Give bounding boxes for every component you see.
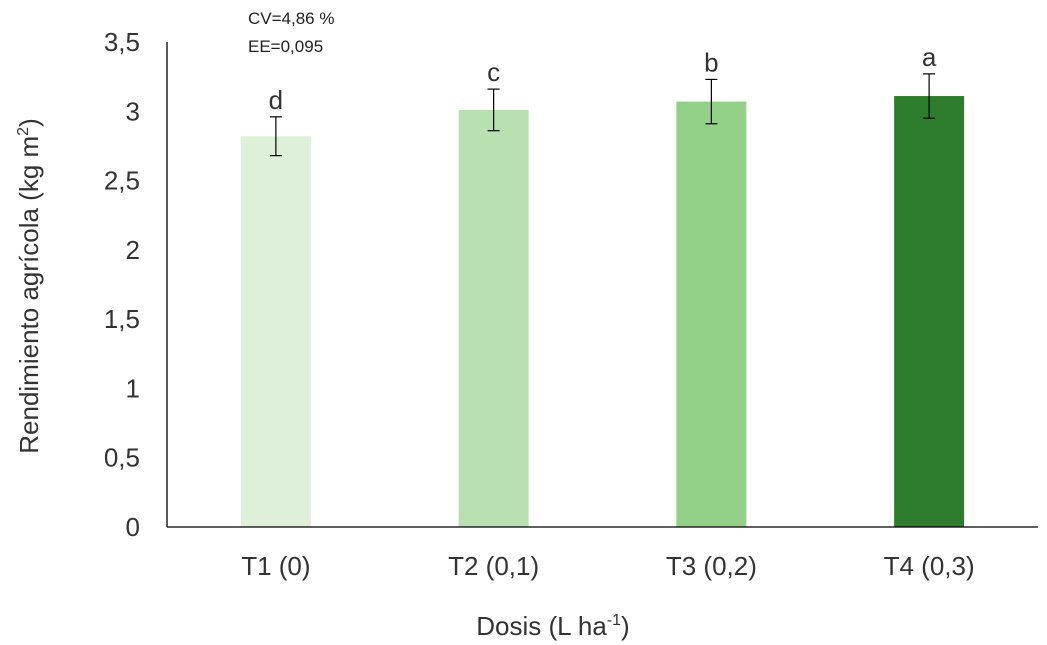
significance-letter: b bbox=[704, 47, 718, 77]
cv-annotation: CV=4,86 % bbox=[248, 9, 335, 28]
bar bbox=[894, 96, 965, 528]
y-tick-label: 3,5 bbox=[104, 27, 140, 57]
significance-letter: a bbox=[922, 42, 937, 72]
significance-letters-group: d c b a bbox=[269, 42, 937, 115]
x-tick-labels-group: T1 (0) T2 (0,1) T3 (0,2) T4 (0,3) bbox=[241, 551, 974, 581]
ee-annotation: EE=0,095 bbox=[248, 37, 324, 56]
bar bbox=[458, 109, 529, 528]
y-tick-label: 1,5 bbox=[104, 304, 140, 334]
y-tick-label: 3 bbox=[126, 96, 140, 126]
y-tick-label: 0 bbox=[126, 512, 140, 542]
bar bbox=[676, 101, 747, 527]
y-tick-labels-group: 0 0,5 1 1,5 2 2,5 3 3,5 bbox=[104, 27, 140, 542]
y-tick-label: 0,5 bbox=[104, 443, 140, 473]
x-axis-title: Dosis (L ha-1) bbox=[476, 611, 629, 641]
error-bars-group bbox=[269, 73, 936, 157]
y-axis-title: Rendimiento agrícola (kg m2) bbox=[14, 118, 44, 454]
significance-letter: d bbox=[269, 85, 283, 115]
x-tick-label: T2 (0,1) bbox=[448, 551, 539, 581]
bar bbox=[240, 136, 311, 527]
x-tick-label: T3 (0,2) bbox=[666, 551, 757, 581]
x-tick-label: T1 (0) bbox=[241, 551, 310, 581]
y-tick-label: 2 bbox=[126, 235, 140, 265]
x-tick-label: T4 (0,3) bbox=[884, 551, 975, 581]
y-tick-label: 1 bbox=[126, 373, 140, 403]
significance-letter: c bbox=[487, 57, 500, 87]
y-tick-label: 2,5 bbox=[104, 166, 140, 196]
bars-group bbox=[240, 96, 965, 528]
